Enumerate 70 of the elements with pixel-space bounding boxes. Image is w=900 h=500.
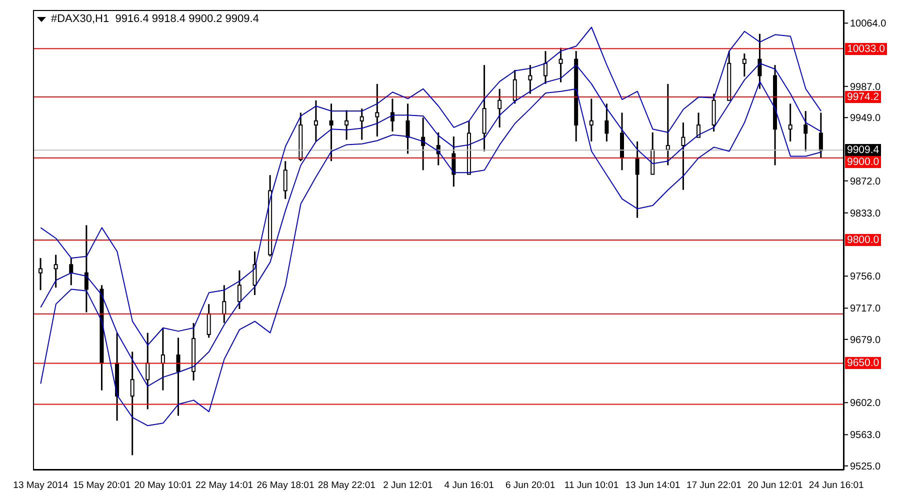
candlestick xyxy=(160,327,165,392)
candlestick xyxy=(329,102,334,162)
y-tick-label: 9833.0 xyxy=(850,208,882,220)
candlestick xyxy=(558,47,563,84)
candlestick xyxy=(512,69,517,104)
candlestick xyxy=(176,337,180,417)
ref-line-label: 9974.2 xyxy=(845,90,882,103)
candlestick xyxy=(666,83,670,166)
candlestick xyxy=(222,284,226,324)
candlestick xyxy=(69,257,74,286)
candlestick xyxy=(788,102,792,142)
candlestick xyxy=(283,160,288,200)
candlestick xyxy=(146,332,150,410)
candlestick xyxy=(589,98,594,142)
y-tick-label: 9756.0 xyxy=(850,272,882,283)
x-tick-label: 11 Jun 10:01 xyxy=(564,480,619,491)
x-tick-label: 13 Jun 14:01 xyxy=(625,480,680,491)
candlestick xyxy=(237,270,242,310)
candlestick xyxy=(314,100,318,142)
y-tick-label: 9602.0 xyxy=(850,398,882,410)
y-tick-label: 9679.0 xyxy=(850,334,882,346)
candlestick xyxy=(54,254,58,288)
x-tick-label: 28 May 22:01 xyxy=(318,480,376,491)
x-tick-label: 22 May 14:01 xyxy=(195,480,254,491)
candlestick xyxy=(375,83,380,138)
x-tick-label: 2 Jun 12:01 xyxy=(383,480,433,491)
x-tick-label: 6 Jun 20:01 xyxy=(505,480,556,491)
candlestick xyxy=(818,112,823,159)
ref-line-label: 9900.0 xyxy=(845,156,882,168)
line-series xyxy=(40,80,822,426)
candlestick xyxy=(604,102,609,142)
x-tick-label: 20 May 10:01 xyxy=(134,480,192,491)
candlestick xyxy=(344,109,349,141)
y-tick-label: 9872.0 xyxy=(850,176,882,188)
ref-line-label: 10033.0 xyxy=(845,42,887,55)
x-tick-label: 13 May 2014 xyxy=(13,480,68,491)
candlestick xyxy=(206,303,211,338)
candlestick xyxy=(528,64,532,95)
candlestick xyxy=(390,98,394,132)
y-tick-label: 9717.0 xyxy=(850,304,882,315)
x-tick-label: 26 May 18:01 xyxy=(256,480,314,491)
candlestick xyxy=(696,112,701,138)
y-tick-label: 9987.0 xyxy=(850,82,882,93)
y-tick-label: 9525.0 xyxy=(850,461,882,472)
x-tick-label: 17 Jun 22:01 xyxy=(686,480,742,491)
candlestick xyxy=(498,88,502,128)
y-tick-label: 9563.0 xyxy=(850,430,882,442)
candlestick xyxy=(452,136,456,188)
candlestick xyxy=(758,33,762,90)
ref-line-label: 9800.0 xyxy=(845,234,882,246)
x-tick-label: 15 May 20:01 xyxy=(73,480,131,491)
candlestick xyxy=(742,52,746,78)
candlestick xyxy=(38,257,43,291)
candlestick xyxy=(635,140,640,219)
y-tick-label: 10064.0 xyxy=(850,18,887,30)
candlestick xyxy=(130,350,134,456)
candlestick xyxy=(84,224,88,314)
x-tick-label: 24 Jun 16:01 xyxy=(808,480,864,491)
x-tick-label: 20 Jun 12:01 xyxy=(748,480,803,491)
line-series xyxy=(40,26,822,346)
candlestick xyxy=(681,122,686,191)
chart-title: #DAX30,H1 9916.4 9918.4 9900.2 9909.4 xyxy=(51,13,259,25)
candlestick xyxy=(360,108,364,141)
ref-line-label: 9909.4 xyxy=(845,144,882,156)
ref-line-label: 9650.0 xyxy=(845,357,882,370)
y-tick-label: 9949.0 xyxy=(850,113,882,124)
candlestick xyxy=(406,102,410,154)
candlestick xyxy=(543,50,548,85)
x-tick-label: 4 Jun 16:01 xyxy=(444,480,494,491)
candlestick xyxy=(804,110,808,152)
